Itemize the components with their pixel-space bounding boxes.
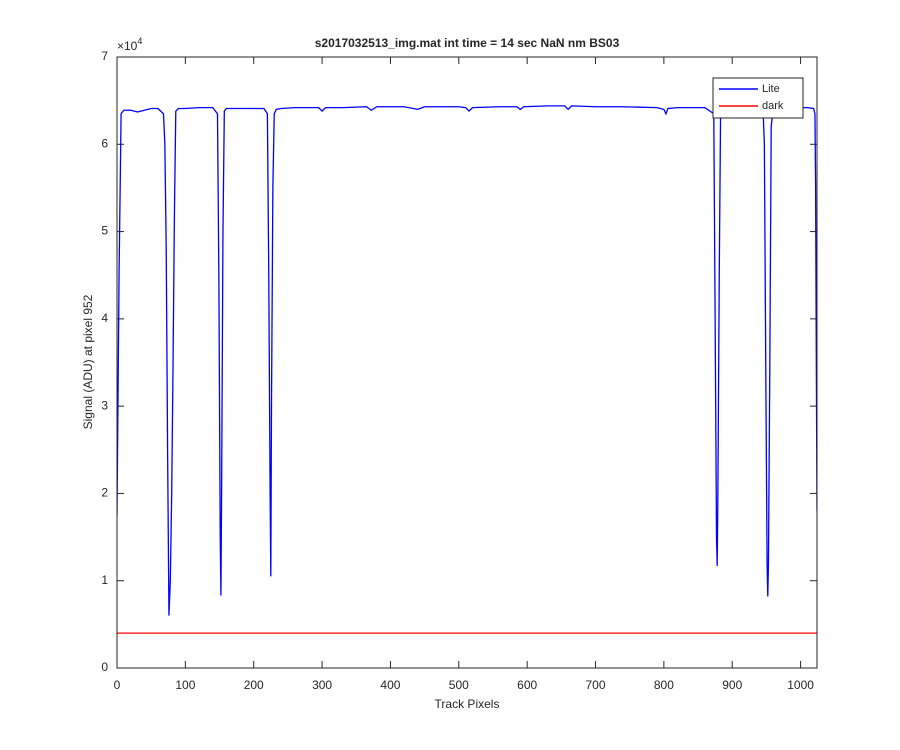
chart-title: s2017032513_img.mat int time = 14 sec Na… [315,36,620,50]
y-tick-label: 7 [101,49,108,63]
x-tick-label: 900 [722,678,742,692]
y-tick-label: 2 [101,486,108,500]
legend-box [712,77,804,119]
x-tick-label: 800 [654,678,674,692]
y-tick-label: 3 [101,398,108,412]
x-tick-label: 1000 [787,678,814,692]
exponent-base: ×10 [117,39,138,53]
x-tick-label: 100 [175,678,195,692]
y-tick-label: 5 [101,224,108,238]
y-tick-label: 6 [101,136,108,150]
x-tick-label: 0 [114,678,121,692]
y-exponent: ×104 [117,36,142,53]
x-tick-label: 700 [586,678,606,692]
x-tick-label: 600 [517,678,537,692]
x-tick-label: 200 [244,678,264,692]
y-tick-label: 4 [101,311,108,325]
x-tick-label: 400 [380,678,400,692]
y-tick-label: 1 [101,573,108,587]
x-tick-label: 500 [449,678,469,692]
axes-box [116,56,818,669]
legend-label: Lite [762,83,780,95]
plot-area [117,57,817,668]
exponent-power: 4 [137,36,142,46]
y-axis-label: Signal (ADU) at pixel 952 [81,294,95,429]
y-tick-label: 0 [101,660,108,674]
legend-label: dark [762,100,784,112]
x-axis-label: Track Pixels [435,697,500,711]
x-tick-label: 300 [312,678,332,692]
